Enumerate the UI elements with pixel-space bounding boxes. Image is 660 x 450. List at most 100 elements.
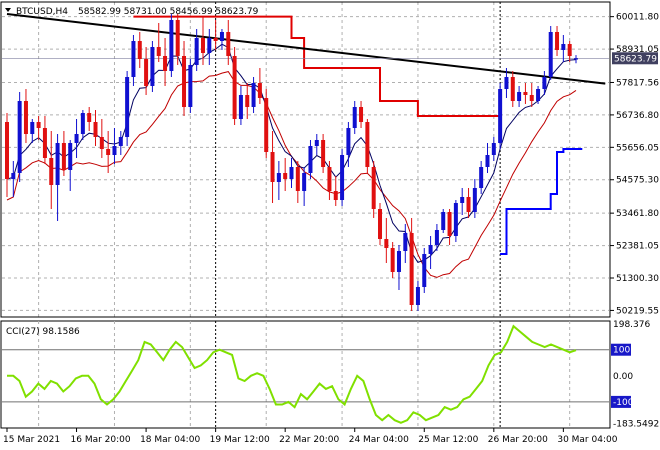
candle xyxy=(251,77,256,113)
candle xyxy=(453,200,458,242)
candle xyxy=(226,20,231,65)
candle-body xyxy=(485,155,490,167)
candle xyxy=(156,23,161,62)
main-series xyxy=(2,13,609,278)
candle-body xyxy=(289,167,294,179)
candle xyxy=(219,29,224,50)
candle-body xyxy=(144,59,149,86)
time-tick-label: 18 Mar 04:00 xyxy=(140,435,200,445)
candle xyxy=(5,113,9,197)
candle-body xyxy=(378,209,383,239)
candle xyxy=(542,71,547,95)
candle-body xyxy=(163,56,168,71)
candle-body xyxy=(561,44,566,50)
candle xyxy=(466,188,471,218)
time-tick-label: 19 Mar 12:00 xyxy=(210,435,270,445)
candle xyxy=(333,176,338,206)
candle-body xyxy=(555,32,560,50)
cci-series xyxy=(7,324,577,424)
candle-body xyxy=(131,41,136,77)
cci-axis: 198.376 100 0.00 -100 -183.5492 xyxy=(611,320,659,430)
candle-body xyxy=(245,95,250,107)
candle-body xyxy=(415,287,420,305)
price-tick-label: 51300.30 xyxy=(616,274,659,284)
candle xyxy=(238,86,243,125)
trendline xyxy=(6,13,606,85)
cci-tick-label: 100 xyxy=(613,346,630,356)
candle-body xyxy=(207,38,212,53)
candle xyxy=(498,83,503,149)
price-axis: 60011.80 58931.05 57817.56 56736.80 55656.05… xyxy=(610,13,659,316)
candle xyxy=(359,101,364,128)
cci-line xyxy=(7,324,577,424)
current-price-label: 58623.79 xyxy=(614,54,657,64)
cci-tick-label: 0.00 xyxy=(613,372,633,382)
candle xyxy=(270,131,275,203)
candle-body xyxy=(93,122,98,137)
candle-body xyxy=(156,47,161,56)
lower-step-line xyxy=(500,148,583,255)
candle xyxy=(378,203,383,245)
candle-body xyxy=(194,38,199,65)
candle xyxy=(314,134,319,155)
candle xyxy=(403,224,408,263)
candle xyxy=(384,218,389,263)
candle xyxy=(264,89,269,158)
candle xyxy=(87,107,92,131)
candle-body xyxy=(327,167,332,191)
price-tick-label: 58931.05 xyxy=(616,45,659,55)
candle xyxy=(283,158,288,191)
candle xyxy=(561,35,566,62)
candle-body xyxy=(536,89,541,101)
time-tick-label: 16 Mar 20:00 xyxy=(71,435,131,445)
candle xyxy=(163,38,168,86)
candle-body xyxy=(365,122,370,167)
candle-body xyxy=(125,77,130,137)
candle xyxy=(460,188,465,215)
cci-panel-frame xyxy=(0,320,611,429)
price-tick-label: 57817.56 xyxy=(616,78,659,88)
candle-body xyxy=(447,212,452,236)
time-tick-label: 22 Mar 20:00 xyxy=(279,435,339,445)
candle xyxy=(232,47,237,125)
candle xyxy=(150,41,155,92)
candle xyxy=(289,158,294,188)
candle-body xyxy=(200,38,205,53)
candle-body xyxy=(346,128,351,155)
cci-tick-label: -183.5492 xyxy=(613,420,659,430)
candle-body xyxy=(567,44,572,56)
candle-body xyxy=(213,38,218,41)
candle xyxy=(295,161,300,203)
candle-body xyxy=(61,143,66,170)
candle-body xyxy=(30,122,35,134)
candle-body xyxy=(55,143,60,185)
candle xyxy=(80,110,85,140)
candle-body xyxy=(5,122,9,179)
candle-body xyxy=(182,56,187,107)
price-tick-label: 60011.80 xyxy=(616,13,659,23)
candle-body xyxy=(460,197,465,203)
candle xyxy=(36,116,41,140)
dropdown-arrow-icon[interactable] xyxy=(5,8,11,12)
cci-level-box xyxy=(611,395,631,408)
candle-body xyxy=(302,173,307,191)
candle xyxy=(447,209,452,245)
candle-body xyxy=(118,137,123,146)
candle xyxy=(529,83,534,107)
candle-body xyxy=(422,254,427,287)
candle xyxy=(112,128,117,164)
candle xyxy=(409,218,414,311)
time-axis: 15 Mar 2021 16 Mar 20:00 18 Mar 04:00 19 Ma… xyxy=(3,428,618,445)
candle-body xyxy=(276,173,281,182)
candle xyxy=(441,209,446,233)
candle xyxy=(390,242,395,278)
candle-body xyxy=(175,20,180,56)
candle-body xyxy=(150,47,155,86)
candle xyxy=(144,47,149,95)
candle-body xyxy=(68,143,73,170)
candle xyxy=(371,161,376,218)
candle xyxy=(42,116,47,164)
candle-body xyxy=(106,149,111,155)
candle xyxy=(175,14,180,65)
candle xyxy=(321,134,326,173)
